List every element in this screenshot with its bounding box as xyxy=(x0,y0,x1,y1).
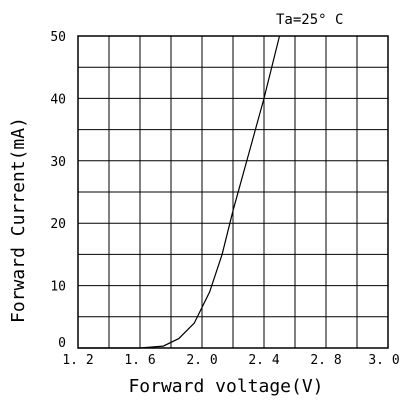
grid-lines xyxy=(78,36,388,348)
x-tick-label: 1. 2 xyxy=(62,353,93,368)
plot-frame xyxy=(77,35,389,349)
y-tick-label: 30 xyxy=(50,155,66,170)
y-tick-label: 50 xyxy=(50,30,66,45)
x-tick-label: 2. 4 xyxy=(248,353,279,368)
series-line xyxy=(78,35,281,349)
x-tick-label: 2. 0 xyxy=(186,353,217,368)
x-tick-label: 3. 0 xyxy=(368,353,399,368)
y-tick-label: 40 xyxy=(50,92,66,107)
y-tick-labels: 0 10 20 30 40 50 xyxy=(50,30,66,351)
y-axis-label: Forward Current(mA) xyxy=(8,117,29,323)
x-tick-labels: 1. 2 1. 6 2. 0 2. 4 2. 8 3. 0 xyxy=(62,353,399,368)
y-tick-label: 0 xyxy=(58,336,66,351)
temperature-annotation: Ta=25° C xyxy=(276,12,343,28)
x-axis-label: Forward voltage(V) xyxy=(128,376,323,397)
x-tick-label: 1. 6 xyxy=(124,353,155,368)
y-tick-label: 20 xyxy=(50,217,66,232)
x-tick-label: 2. 8 xyxy=(310,353,341,368)
y-tick-label: 10 xyxy=(50,280,66,295)
